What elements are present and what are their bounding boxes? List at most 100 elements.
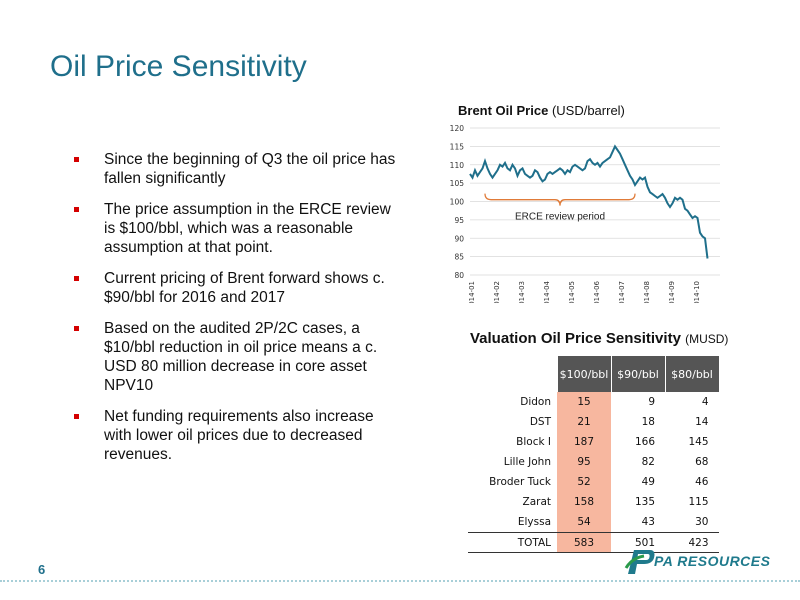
x-tick-label: 2014-03 — [518, 281, 526, 303]
series-line — [469, 144, 709, 259]
table-row: Didon 15 9 4 — [468, 392, 719, 412]
bullet-text: Based on the audited 2P/2C cases, a $10/… — [104, 320, 378, 394]
chart-title: Brent Oil Price (USD/barrel) — [458, 103, 625, 118]
x-tick-label: 2014-02 — [493, 281, 501, 303]
total-label: TOTAL — [468, 532, 557, 553]
y-tick-label: 120 — [450, 124, 465, 133]
table-row: Block I 187 166 145 — [468, 432, 719, 452]
cell-100: 52 — [557, 472, 611, 492]
bullet-item: Based on the audited 2P/2C cases, a $10/… — [72, 319, 402, 395]
cell-90: 49 — [641, 476, 655, 488]
row-name: Lille John — [503, 456, 551, 468]
y-tick-label: 110 — [450, 161, 465, 170]
annotation-group: ERCE review period — [484, 193, 636, 223]
y-tick-label: 100 — [450, 198, 465, 207]
bullet-item: The price assumption in the ERCE review … — [72, 200, 402, 257]
slide-title: Oil Price Sensitivity — [50, 50, 307, 83]
bullet-item: Since the beginning of Q3 the oil price … — [72, 150, 402, 188]
row-name: Elyssa — [517, 516, 551, 528]
bullet-list: Since the beginning of Q3 the oil price … — [72, 150, 402, 476]
x-tick-label: 2014-01 — [468, 281, 476, 303]
bullet-marker-icon — [74, 326, 79, 331]
cell-80: 4 — [701, 396, 709, 408]
series-group — [469, 144, 709, 259]
total-90: 501 — [611, 532, 665, 553]
cell-100: 54 — [557, 512, 611, 533]
logo-text: PA RESOURCES — [654, 553, 771, 569]
row-name: Block I — [516, 436, 551, 448]
cell-100: 187 — [557, 432, 611, 452]
cell-80: 68 — [695, 456, 709, 468]
y-tick-label: 80 — [454, 271, 464, 280]
table-row: DST 21 18 14 — [468, 412, 719, 432]
x-tick-label: 2014-09 — [668, 281, 676, 303]
valuation-table: $100/bbl $90/bbl $80/bbl Didon 15 9 4 DS… — [468, 356, 719, 553]
bullet-marker-icon — [74, 207, 79, 212]
x-tick-label: 2014-04 — [543, 280, 551, 303]
page-number: 6 — [38, 562, 46, 577]
bullet-text: Net funding requirements also increase w… — [104, 408, 374, 463]
cell-80: 46 — [695, 476, 709, 488]
cell-90: 43 — [641, 516, 655, 528]
cell-90: 9 — [648, 396, 655, 408]
header-90: $90/bbl — [610, 356, 665, 392]
table-row: Broder Tuck 52 49 46 — [468, 472, 719, 492]
chart-title-main: Brent Oil Price — [458, 103, 549, 118]
company-logo: PA RESOURCES — [624, 544, 784, 578]
cell-80: 14 — [695, 416, 709, 428]
cell-100: 158 — [557, 492, 611, 512]
bullet-marker-icon — [74, 276, 79, 281]
x-tick-label: 2014-08 — [643, 281, 651, 303]
cell-90: 82 — [641, 456, 655, 468]
footer-divider — [0, 580, 800, 582]
table-row: Lille John 95 82 68 — [468, 452, 719, 472]
bullet-item: Current pricing of Brent forward shows c… — [72, 269, 402, 307]
chart-title-unit: (USD/barrel) — [551, 103, 625, 118]
table-header-row: $100/bbl $90/bbl $80/bbl — [468, 356, 719, 392]
annotation-bracket — [484, 193, 636, 206]
y-tick-label: 95 — [454, 216, 464, 225]
cell-100: 95 — [557, 452, 611, 472]
bullet-marker-icon — [74, 157, 79, 162]
table-row: Zarat 158 135 115 — [468, 492, 719, 512]
x-tick-label: 2014-05 — [568, 281, 576, 303]
annotation-label: ERCE review period — [515, 212, 605, 223]
header-80: $80/bbl — [664, 356, 719, 392]
cell-90: 18 — [641, 416, 655, 428]
bullet-marker-icon — [74, 414, 79, 419]
x-axis: 2014-01 2014-02 2014-03 2014-04 2014-05 2014-… — [468, 280, 701, 303]
y-tick-label: 90 — [454, 234, 464, 243]
cell-90: 135 — [634, 496, 655, 508]
x-tick-label: 2014-07 — [618, 281, 626, 303]
row-name: Broder Tuck — [489, 476, 551, 488]
header-blank — [468, 356, 557, 392]
row-name: DST — [529, 416, 551, 428]
header-100: $100/bbl — [556, 356, 611, 392]
valuation-title-unit: (MUSD) — [685, 332, 729, 346]
y-axis: 80 85 90 95 100 105 110 115 120 — [450, 124, 465, 280]
x-tick-label: 2014-06 — [593, 280, 601, 303]
row-name: Didon — [520, 396, 551, 408]
logo-mark-icon — [624, 550, 655, 574]
cell-80: 145 — [688, 436, 709, 448]
table-row: Elyssa 54 43 30 — [468, 512, 719, 533]
cell-100: 21 — [557, 412, 611, 432]
bullet-text: Since the beginning of Q3 the oil price … — [104, 151, 396, 187]
row-name: Zarat — [522, 496, 552, 508]
y-tick-label: 105 — [450, 179, 465, 188]
y-tick-label: 115 — [450, 142, 465, 151]
y-tick-label: 85 — [454, 253, 464, 262]
x-tick-label: 2014-10 — [693, 281, 701, 303]
total-80: 423 — [665, 532, 719, 553]
cell-100: 15 — [557, 392, 611, 412]
cell-90: 166 — [634, 436, 655, 448]
bullet-text: The price assumption in the ERCE review … — [104, 201, 391, 256]
valuation-title: Valuation Oil Price Sensitivity (MUSD) — [470, 330, 728, 347]
valuation-title-main: Valuation Oil Price Sensitivity — [470, 330, 681, 347]
cell-80: 30 — [695, 516, 709, 528]
total-100: 583 — [557, 532, 611, 553]
bullet-text: Current pricing of Brent forward shows c… — [104, 270, 385, 306]
bullet-item: Net funding requirements also increase w… — [72, 407, 402, 464]
cell-80: 115 — [688, 496, 709, 508]
